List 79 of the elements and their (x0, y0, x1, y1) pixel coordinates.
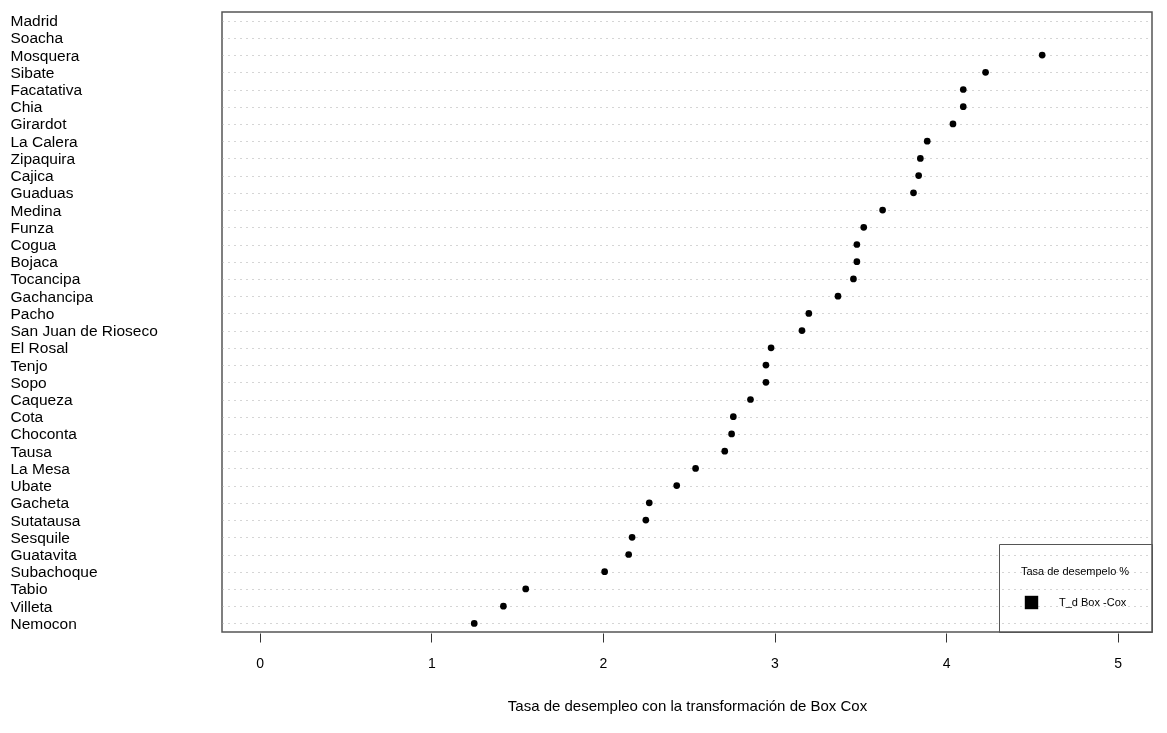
y-tick-label: Soacha (10, 29, 64, 47)
x-tick-label: 1 (427, 654, 436, 671)
y-tick-label: Tenjo (10, 356, 48, 374)
point (915, 172, 922, 179)
y-tick-label: Pacho (10, 304, 55, 322)
y-tick-label: Chia (10, 98, 43, 116)
legend-label: T_d Box -Cox (1059, 595, 1127, 608)
point (642, 516, 650, 524)
point (762, 378, 770, 386)
point (673, 482, 681, 489)
y-tick-label: Madrid (10, 12, 58, 30)
point (729, 413, 737, 421)
x-tick-label: 3 (771, 654, 780, 671)
point (692, 465, 699, 472)
point (853, 241, 861, 248)
y-tick-label: El Rosal (10, 339, 69, 357)
x-tick-label: 0 (256, 654, 265, 671)
y-tick-label: Subachoque (10, 563, 98, 581)
point (949, 120, 957, 128)
point (628, 533, 636, 541)
point (470, 620, 478, 627)
y-tick-label: La Calera (10, 132, 79, 150)
point (860, 223, 868, 231)
point (747, 396, 754, 403)
point (601, 568, 608, 576)
point (834, 292, 842, 300)
point (805, 310, 813, 317)
y-tick-label: Cota (10, 408, 44, 426)
y-tick-label: Cogua (10, 236, 57, 253)
point (959, 86, 967, 93)
y-tick-label: Tabio (10, 580, 48, 598)
point (1038, 51, 1046, 59)
y-tick-label: Gachancipa (10, 287, 94, 305)
point (645, 499, 653, 507)
point (850, 275, 857, 283)
x-axis-title: Tasa de desempleo con la transformación de Box Cox (507, 696, 868, 714)
y-tick-label: Facatativa (10, 81, 83, 98)
point (522, 585, 530, 593)
y-tick-label: Tausa (10, 442, 53, 460)
x-tick-label: 4 (942, 654, 951, 671)
point (982, 68, 989, 76)
point (879, 206, 886, 214)
y-tick-label: Nemocon (10, 614, 77, 632)
x-tick-label: 2 (599, 654, 608, 671)
y-tick-label: Girardot (10, 115, 68, 133)
point (798, 327, 806, 334)
y-tick-label: Bojaca (10, 253, 59, 271)
y-tick-label: Cajica (10, 167, 54, 185)
y-tick-label: Guaduas (10, 184, 74, 202)
point (728, 430, 735, 438)
point (721, 447, 729, 455)
y-tick-label: Sopo (10, 373, 47, 391)
y-tick-label: Mosquera (10, 46, 80, 64)
point (917, 155, 924, 162)
y-tick-label: Sibate (10, 63, 55, 81)
point (500, 602, 507, 610)
y-tick-label: Choconta (10, 425, 78, 443)
y-tick-label: San Juan de Rioseco (10, 322, 158, 340)
y-tick-label: Sesquile (10, 528, 70, 546)
point (853, 258, 861, 266)
y-tick-label: Villeta (10, 597, 53, 615)
legend-title: Tasa de desempelo % (1020, 565, 1130, 577)
point (923, 137, 931, 145)
y-tick-label: Ubate (10, 477, 52, 495)
y-tick-label: Guatavita (10, 546, 78, 563)
point (625, 551, 633, 558)
y-tick-label: Sutatausa (10, 511, 81, 529)
y-tick-label: Zipaquira (10, 149, 76, 167)
y-tick-label: La Mesa (10, 459, 71, 477)
point (910, 189, 917, 197)
y-tick-label: Gacheta (10, 494, 70, 512)
y-tick-label: Tocancipa (10, 270, 81, 288)
point (762, 361, 770, 369)
y-tick-label: Medina (10, 201, 62, 219)
point (959, 103, 967, 111)
point (767, 344, 775, 352)
y-tick-label: Funza (10, 218, 54, 236)
y-tick-label: Caqueza (10, 391, 73, 408)
x-tick-label: 5 (1114, 654, 1123, 671)
